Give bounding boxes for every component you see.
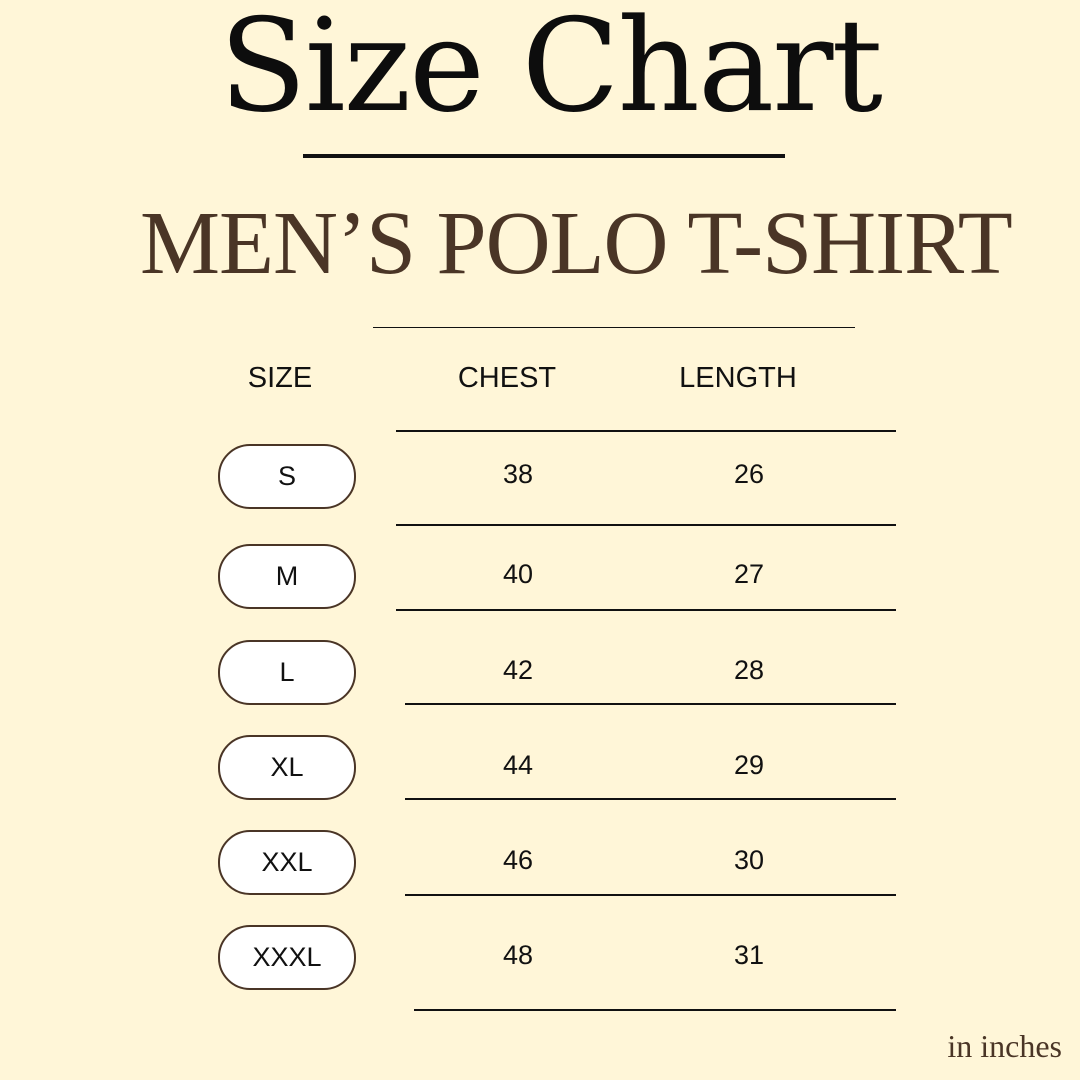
row-divider xyxy=(396,430,896,432)
length-value: 28 xyxy=(733,655,765,685)
chest-value: 38 xyxy=(502,459,534,489)
chest-value: 40 xyxy=(502,559,534,589)
size-pill: XL xyxy=(218,735,356,800)
unit-note: in inches xyxy=(947,1028,1062,1064)
length-value: 29 xyxy=(733,750,765,780)
subtitle-divider xyxy=(373,327,855,328)
title-divider xyxy=(303,154,785,158)
row-divider xyxy=(396,609,896,611)
page-title: Size Chart xyxy=(219,0,883,141)
chest-value: 44 xyxy=(502,750,534,780)
row-divider xyxy=(405,894,896,896)
length-value: 31 xyxy=(733,940,765,970)
header-length: LENGTH xyxy=(679,362,797,394)
length-value: 26 xyxy=(733,459,765,489)
length-value: 30 xyxy=(733,845,765,875)
size-pill: XXXL xyxy=(218,925,356,990)
size-pill: L xyxy=(218,640,356,705)
row-divider xyxy=(396,524,896,526)
length-value: 27 xyxy=(733,559,765,589)
chest-value: 48 xyxy=(502,940,534,970)
product-subtitle: MEN’S POLO T-SHIRT xyxy=(140,194,1013,293)
size-pill: M xyxy=(218,544,356,609)
row-divider xyxy=(414,1009,896,1011)
chest-value: 46 xyxy=(502,845,534,875)
header-chest: CHEST xyxy=(457,362,557,394)
header-size: SIZE xyxy=(247,362,313,394)
row-divider xyxy=(405,703,896,705)
chest-value: 42 xyxy=(502,655,534,685)
size-pill: XXL xyxy=(218,830,356,895)
row-divider xyxy=(405,798,896,800)
size-pill: S xyxy=(218,444,356,509)
